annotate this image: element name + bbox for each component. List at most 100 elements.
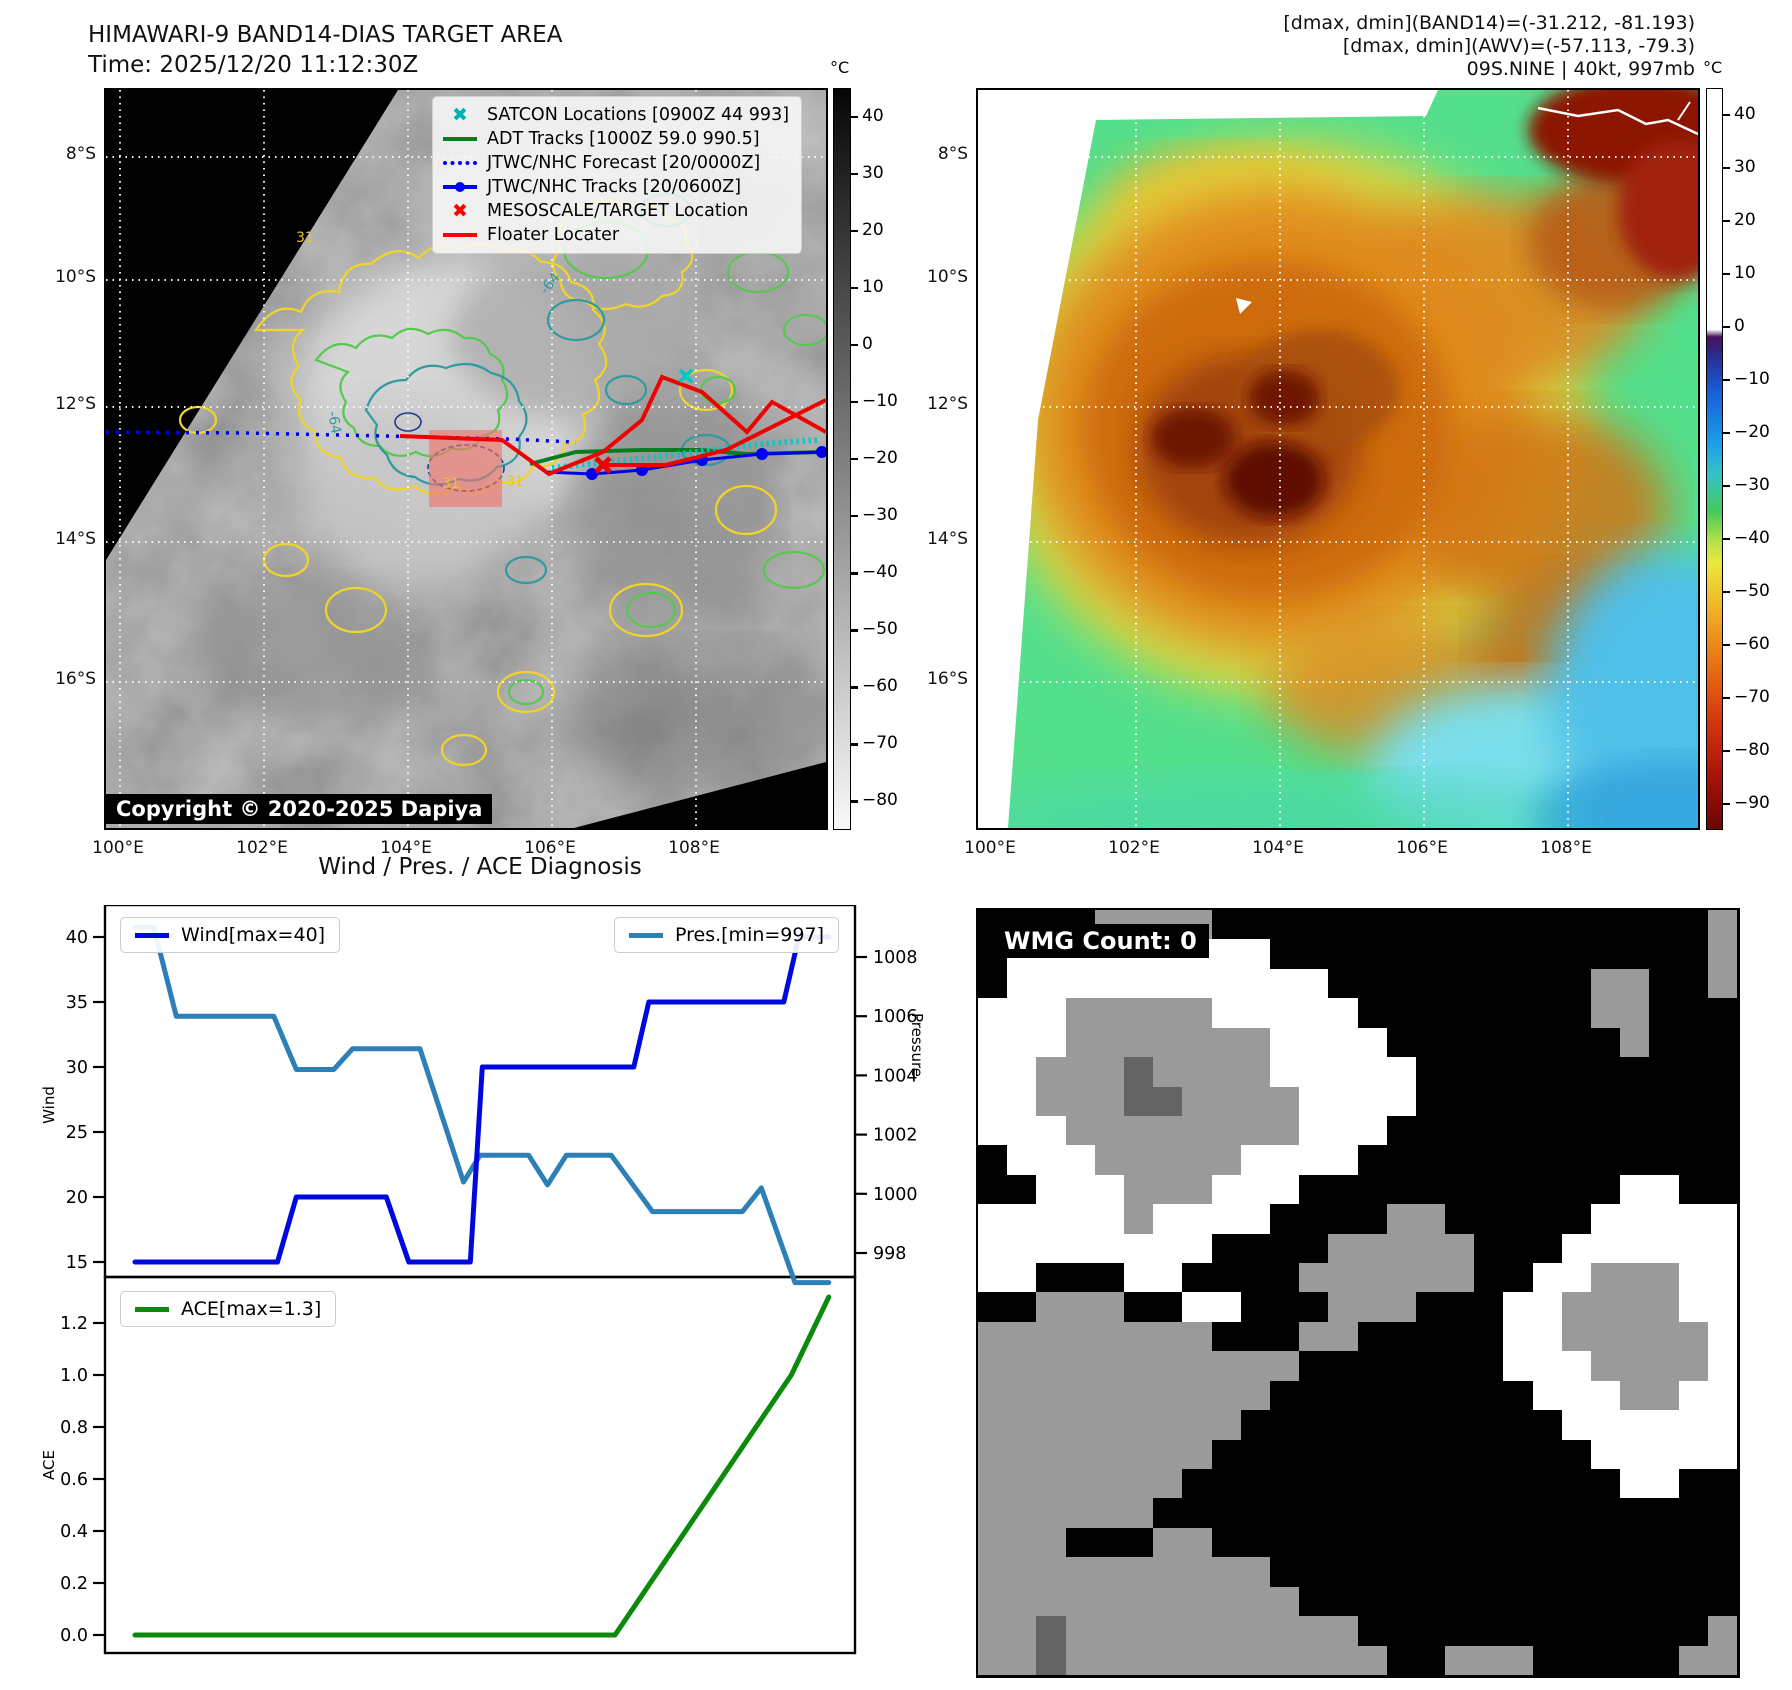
awv-colorbar-unit: °C	[1703, 58, 1723, 77]
legend-item-label: MESOSCALE/TARGET Location	[487, 201, 749, 221]
colorbar-tick	[851, 686, 858, 689]
colorbar-tick-label: −50	[862, 619, 898, 640]
colorbar-tick	[1723, 537, 1730, 540]
colorbar-tick-label: −60	[1734, 633, 1770, 654]
band14-lon-label: 108°E	[668, 838, 720, 858]
band14-colorbar-unit: °C	[830, 58, 850, 77]
awv-colorbar	[1706, 88, 1723, 830]
svg-text:1000: 1000	[873, 1185, 918, 1205]
wind-legend-label: Wind[max=40]	[181, 924, 326, 946]
colorbar-tick	[1723, 219, 1730, 222]
ace-legend: ACE[max=1.3]	[120, 1291, 337, 1327]
pressure-legend: Pres.[min=997]	[614, 917, 839, 953]
coastline	[1537, 106, 1699, 136]
band14-lon-label: 106°E	[524, 838, 576, 858]
pressure-legend-swatch	[629, 932, 663, 938]
colorbar-tick	[1723, 590, 1730, 593]
colorbar-tick	[1723, 431, 1730, 434]
svg-text:Wind: Wind	[40, 1086, 58, 1124]
page-title: HIMAWARI-9 BAND14-DIAS TARGET AREA	[88, 22, 563, 48]
no-data-wedge-bottomright	[574, 762, 826, 828]
wmg-count-label: WMG Count: 0	[992, 924, 1209, 958]
legend-dotted-line-marker	[443, 161, 477, 165]
legend-item-label: SATCON Locations [0900Z 44 993]	[487, 105, 790, 125]
svg-text:ACE: ACE	[40, 1450, 58, 1480]
band14-lon-label: 100°E	[92, 838, 144, 858]
svg-text:1004: 1004	[873, 1066, 918, 1086]
legend-item: ✖ SATCON Locations [0900Z 44 993]	[443, 103, 789, 127]
colorbar-tick	[851, 115, 858, 118]
svg-text:1002: 1002	[873, 1126, 918, 1146]
awv-map-panel	[976, 75, 1792, 880]
legend-line-dot-marker	[443, 182, 477, 192]
colorbar-tick-label: 30	[862, 162, 884, 183]
colorbar-tick	[851, 743, 858, 746]
colorbar-tick-label: −50	[1734, 580, 1770, 601]
colorbar-tick-label: −30	[862, 505, 898, 526]
svg-text:1008: 1008	[873, 948, 918, 968]
colorbar-tick-label: 40	[862, 105, 884, 126]
colorbar-tick-label: −80	[862, 790, 898, 811]
colorbar-tick	[1723, 749, 1730, 752]
colorbar-tick-label: −20	[862, 448, 898, 468]
legend-x-marker: ✖	[452, 104, 468, 126]
colorbar-tick	[1723, 802, 1730, 805]
colorbar-tick-label: −60	[862, 676, 898, 697]
band14-lat-label: 12°S	[55, 394, 96, 414]
colorbar-tick	[1723, 484, 1730, 487]
colorbar-tick	[1723, 325, 1730, 328]
legend-item-label: JTWC/NHC Forecast [20/0000Z]	[487, 153, 761, 173]
colorbar-tick	[851, 400, 858, 404]
legend-item: JTWC/NHC Forecast [20/0000Z]	[443, 151, 789, 175]
colorbar-tick-label: 10	[1734, 262, 1756, 283]
target-area-box	[429, 430, 502, 507]
legend-item: ADT Tracks [1000Z 59.0 990.5]	[443, 127, 789, 151]
wmg-panel: WMG Count: 0	[976, 908, 1740, 1678]
colorbar-tick-label: 20	[1734, 209, 1756, 230]
colorbar-tick	[1723, 696, 1730, 699]
colorbar-tick	[1723, 643, 1730, 646]
svg-text:31: 31	[506, 474, 524, 490]
svg-text:40: 40	[66, 928, 88, 948]
svg-text:25: 25	[66, 1123, 88, 1143]
band14-lat-label: 10°S	[55, 267, 96, 287]
legend-item: Floater Locater	[443, 223, 789, 247]
legend-item-label: JTWC/NHC Tracks [20/0600Z]	[487, 177, 742, 197]
svg-text:1.2: 1.2	[60, 1314, 88, 1334]
diagnosis-charts: 15 20 25 30 35 40 998 1000 1002 1004 1006 1008 0.0 0.…	[40, 905, 926, 1655]
colorbar-tick-label: −40	[1734, 527, 1770, 548]
no-data-wedge-topleft	[106, 90, 398, 560]
colorbar-tick	[1723, 113, 1730, 116]
storm-tracks	[105, 368, 828, 480]
timestamp: Time: 2025/12/20 11:12:30Z	[88, 52, 419, 78]
legend-x-marker: ✖	[452, 200, 468, 222]
awv-satellite-image	[978, 75, 1792, 880]
wind-legend-swatch	[135, 932, 169, 938]
dmax-dmin-awv: [dmax, dmin](AWV)=(-57.113, -79.3)	[1342, 35, 1695, 57]
svg-text:1.0: 1.0	[60, 1366, 88, 1386]
svg-text:31: 31	[442, 476, 460, 492]
aircraft-marker	[1236, 298, 1252, 314]
colorbar-tick-label: −70	[1734, 686, 1770, 707]
legend-item-label: ADT Tracks [1000Z 59.0 990.5]	[487, 129, 760, 149]
awv-lon-label: 102°E	[1108, 838, 1160, 858]
colorbar-tick-label: 0	[1734, 315, 1745, 336]
colorbar-tick	[1723, 272, 1730, 275]
awv-lon-label: 108°E	[1540, 838, 1592, 858]
colorbar-tick	[1723, 378, 1730, 381]
coastline-branch	[1677, 101, 1691, 121]
svg-text:Pressure: Pressure	[908, 1013, 926, 1077]
no-data-wedge-left	[978, 90, 1438, 828]
awv-lat-label: 12°S	[927, 394, 968, 414]
colorbar-tick-label: −30	[1734, 474, 1770, 495]
colorbar-tick	[851, 629, 858, 632]
svg-text:0.8: 0.8	[60, 1418, 88, 1438]
awv-lat-label: 8°S	[937, 144, 968, 164]
ace-legend-label: ACE[max=1.3]	[181, 1298, 322, 1320]
colorbar-tick	[851, 229, 858, 233]
colorbar-tick-label: 0	[862, 333, 873, 354]
awv-lat-label: 14°S	[927, 529, 968, 549]
colorbar-tick-label: −20	[1734, 421, 1770, 442]
awv-lat-label: 16°S	[927, 669, 968, 689]
band14-colorbar	[833, 88, 851, 830]
